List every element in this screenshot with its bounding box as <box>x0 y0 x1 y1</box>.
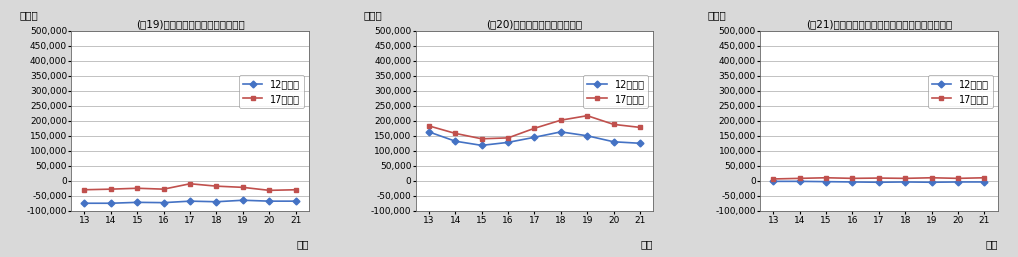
Legend: 12年基準, 17年基準: 12年基準, 17年基準 <box>239 75 304 108</box>
12年基準 <box>925 181 938 184</box>
17年基準 <box>449 132 461 135</box>
12年基準 <box>184 200 196 203</box>
17年基準 <box>158 188 170 191</box>
17年基準 <box>925 176 938 179</box>
17年基準 <box>78 188 91 191</box>
12年基準 <box>158 201 170 204</box>
12年基準 <box>872 181 885 184</box>
12年基準 <box>422 130 435 133</box>
17年基準 <box>211 185 223 188</box>
12年基準 <box>528 136 541 139</box>
17年基準 <box>581 114 593 117</box>
Text: 年度: 年度 <box>296 240 308 250</box>
12年基準 <box>768 180 780 183</box>
Line: 12年基準: 12年基準 <box>82 198 298 206</box>
12年基準 <box>263 200 275 203</box>
12年基準 <box>899 180 911 183</box>
Text: 年度: 年度 <box>985 240 998 250</box>
12年基準 <box>952 180 964 183</box>
12年基準 <box>581 134 593 137</box>
12年基準 <box>449 140 461 143</box>
17年基準 <box>289 188 301 191</box>
17年基準 <box>184 182 196 185</box>
12年基準 <box>78 202 91 205</box>
17年基準 <box>528 127 541 130</box>
12年基準 <box>978 180 991 183</box>
17年基準 <box>978 176 991 179</box>
17年基準 <box>475 137 488 140</box>
Legend: 12年基準, 17年基準: 12年基準, 17年基準 <box>927 75 993 108</box>
17年基準 <box>819 176 832 179</box>
17年基準 <box>846 177 858 180</box>
Line: 17年基準: 17年基準 <box>82 181 298 193</box>
17年基準 <box>263 189 275 192</box>
Line: 17年基準: 17年基準 <box>427 113 642 141</box>
Text: 百万円: 百万円 <box>708 10 727 20</box>
12年基準 <box>289 200 301 203</box>
17年基準 <box>131 187 144 190</box>
12年基準 <box>846 180 858 183</box>
17年基準 <box>768 177 780 180</box>
17年基準 <box>237 186 249 189</box>
17年基準 <box>899 177 911 180</box>
Title: (囲21)財産所得（対家計民間非営利団体）の比較: (囲21)財産所得（対家計民間非営利団体）の比較 <box>806 19 952 29</box>
17年基準 <box>105 188 117 191</box>
12年基準 <box>237 199 249 202</box>
12年基準 <box>105 202 117 205</box>
17年基準 <box>952 177 964 180</box>
12年基準 <box>819 180 832 183</box>
Text: 年度: 年度 <box>640 240 654 250</box>
Line: 12年基準: 12年基準 <box>771 179 986 185</box>
Line: 12年基準: 12年基準 <box>427 130 642 148</box>
17年基準 <box>555 119 567 122</box>
12年基準 <box>502 141 514 144</box>
17年基準 <box>422 124 435 127</box>
12年基準 <box>794 180 806 183</box>
17年基準 <box>502 136 514 139</box>
12年基準 <box>131 201 144 204</box>
12年基準 <box>634 142 646 145</box>
Line: 17年基準: 17年基準 <box>771 175 986 181</box>
17年基準 <box>794 177 806 180</box>
Legend: 12年基準, 17年基準: 12年基準, 17年基準 <box>583 75 648 108</box>
12年基準 <box>211 200 223 203</box>
Title: (囲20)財産所得（家計）の比較: (囲20)財産所得（家計）の比較 <box>487 19 582 29</box>
Title: (囲19)財産所得（一般政府）の比較: (囲19)財産所得（一般政府）の比較 <box>135 19 244 29</box>
17年基準 <box>872 177 885 180</box>
Text: 百万円: 百万円 <box>363 10 382 20</box>
12年基準 <box>555 130 567 133</box>
17年基準 <box>608 123 620 126</box>
17年基準 <box>634 126 646 129</box>
12年基準 <box>475 144 488 147</box>
12年基準 <box>608 140 620 143</box>
Text: 百万円: 百万円 <box>19 10 38 20</box>
